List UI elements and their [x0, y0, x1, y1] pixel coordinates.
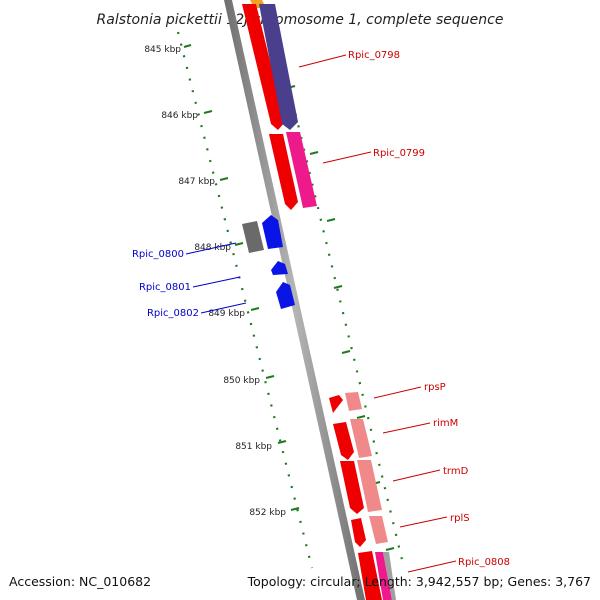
chromosome-backbone — [224, 0, 365, 600]
tick-label: 847 kbp — [178, 177, 215, 187]
tick-label: 849 kbp — [208, 309, 245, 319]
gene-salmon-rimm[interactable] — [350, 419, 372, 458]
label-rimm[interactable]: rimM — [433, 418, 458, 429]
tick-mark — [341, 350, 351, 354]
label-rpsp[interactable]: rpsP — [424, 382, 446, 393]
label-trmd[interactable]: trmD — [443, 466, 469, 477]
forward-strand-genes — [242, 0, 396, 600]
tick-mark — [203, 110, 213, 114]
tick-mark — [309, 151, 319, 155]
leader-rpic-0798 — [298, 54, 347, 68]
leader-rpic-0801 — [192, 276, 241, 288]
gene-blue-rpic-0800[interactable] — [262, 215, 283, 249]
tick-mark — [385, 547, 395, 551]
tick-mark — [219, 177, 229, 181]
tick-mark — [250, 307, 260, 311]
tick-label: 852 kbp — [249, 508, 286, 518]
map-title: Ralstonia pickettii 12J chromosome 1, co… — [97, 12, 504, 28]
leader-rpic-0802 — [200, 302, 247, 314]
gene-red-rimm[interactable] — [333, 422, 354, 460]
leader-lines — [185, 54, 457, 573]
gene-magenta-bottom[interactable] — [375, 552, 392, 600]
gene-blue-rpic-0801[interactable] — [271, 261, 288, 275]
accession-text: Accession: NC_010682 — [9, 574, 151, 589]
label-rpic-0798[interactable]: Rpic_0798 — [348, 50, 400, 61]
label-rpic-0802[interactable]: Rpic_0802 — [147, 308, 199, 319]
gene-magenta-rpic-0799[interactable] — [286, 132, 317, 208]
leader-trmd — [392, 469, 441, 482]
label-rpls[interactable]: rplS — [450, 513, 470, 524]
tick-848: 848 kbp — [194, 242, 343, 289]
tick-852: 852 kbp — [249, 507, 395, 551]
tick-mark — [265, 375, 275, 379]
label-rpic-0800[interactable]: Rpic_0800 — [132, 249, 184, 260]
gene-labels: Rpic_0798 Rpic_0799 rpsP rimM trmD rplS … — [132, 50, 510, 568]
tick-mark — [290, 507, 300, 511]
gene-red-rpls[interactable] — [351, 518, 366, 547]
label-rpic-0801[interactable]: Rpic_0801 — [139, 282, 191, 293]
leader-rimm — [382, 422, 431, 434]
tick-label: 850 kbp — [223, 376, 260, 386]
leader-rpls — [399, 516, 448, 528]
gene-salmon-rpls[interactable] — [369, 516, 388, 544]
tick-mark — [234, 242, 244, 246]
gene-navy-rpic-0798[interactable] — [259, 4, 298, 130]
tick-850: 850 kbp — [223, 375, 366, 419]
tick-label: 851 kbp — [235, 442, 272, 452]
leader-rpic-0800 — [185, 242, 237, 255]
dotted-guides — [176, 31, 406, 569]
inner-dotted-guide — [176, 31, 314, 569]
tick-mark — [326, 218, 336, 222]
tick-846: 846 kbp — [161, 110, 319, 155]
gene-salmon-rpsp[interactable] — [345, 392, 362, 411]
gene-red-small[interactable] — [329, 395, 343, 413]
leader-rpic-0808 — [407, 560, 457, 573]
gene-blue-rpic-0802[interactable] — [276, 282, 295, 309]
gene-salmon-trmd[interactable] — [357, 460, 382, 512]
reverse-strand-genes — [242, 215, 295, 309]
tick-mark — [356, 415, 366, 419]
leader-rpsp — [373, 386, 422, 399]
label-rpic-0808[interactable]: Rpic_0808 — [458, 557, 510, 568]
tick-847: 847 kbp — [178, 177, 336, 222]
gene-gray-bottom[interactable] — [383, 552, 396, 600]
gene-gray-rpic-0800[interactable] — [242, 221, 264, 253]
leader-rpic-0799 — [322, 151, 372, 164]
tick-label: 845 kbp — [144, 45, 181, 55]
label-rpic-0799[interactable]: Rpic_0799 — [373, 148, 425, 159]
tick-mark — [277, 440, 287, 444]
gene-red-middle[interactable] — [269, 134, 298, 210]
tick-label: 846 kbp — [161, 111, 198, 121]
tick-mark — [183, 44, 192, 48]
gene-red-top[interactable] — [242, 4, 285, 130]
tick-mark — [333, 285, 343, 289]
topology-text: Topology: circular; Length: 3,942,557 bp… — [247, 574, 591, 589]
gene-red-trmd[interactable] — [340, 461, 364, 514]
tick-849: 849 kbp — [208, 307, 351, 354]
gene-red-bottom[interactable] — [358, 551, 382, 600]
